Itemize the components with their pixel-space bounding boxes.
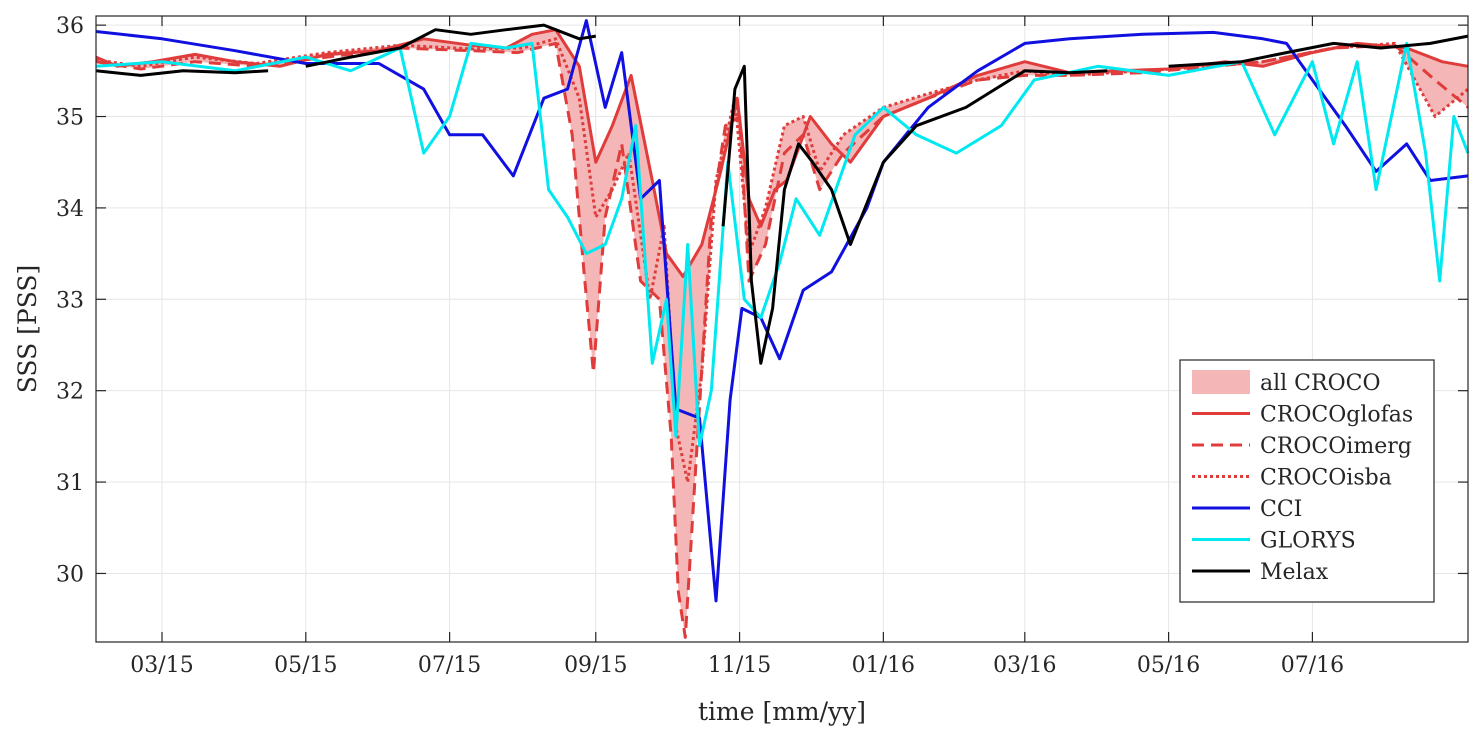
- series-cci: [95, 19, 1469, 603]
- legend-label: CROCOimerg: [1260, 434, 1412, 459]
- y-tick-label: 32: [56, 380, 84, 405]
- x-axis-label: time [mm/yy]: [698, 697, 866, 726]
- series-melax: [95, 23, 1469, 365]
- series-lines: [95, 19, 1470, 639]
- legend-item-glorys: GLORYS: [1192, 529, 1356, 554]
- legend-item-cci: CCI: [1192, 497, 1302, 522]
- legend-label: Melax: [1260, 560, 1329, 585]
- y-tick-label: 31: [56, 471, 84, 496]
- y-tick-label: 36: [56, 14, 84, 39]
- x-tick-label: 07/15: [418, 653, 481, 678]
- y-axis-label: SSS [PSS]: [13, 265, 42, 394]
- legend-label: CROCOglofas: [1260, 403, 1413, 428]
- series-glorys: [95, 41, 1470, 447]
- series-line-melax: [1168, 34, 1469, 68]
- y-tick-label: 33: [56, 288, 84, 313]
- legend-label: CCI: [1260, 497, 1302, 522]
- series-line-melax: [305, 23, 597, 68]
- x-tick-label: 03/16: [993, 653, 1056, 678]
- legend-item-all-croco: all CROCO: [1192, 370, 1380, 396]
- axes-frame: [95, 15, 1469, 643]
- legend-item-crocoimerg: CROCOimerg: [1192, 434, 1412, 459]
- legend-label: all CROCO: [1260, 371, 1380, 396]
- series-line-cci: [95, 19, 1469, 603]
- legend-items: all CROCO CROCOglofas CROCOimerg CROCOisba C…: [1192, 370, 1413, 585]
- legend-label: CROCOisba: [1260, 466, 1392, 491]
- y-tick-label: 34: [56, 197, 84, 222]
- x-tick-label: 11/15: [708, 653, 771, 678]
- series-line-glorys: [95, 41, 1470, 447]
- legend-item-crocoglofas: CROCOglofas: [1192, 403, 1413, 428]
- x-tick-label: 05/16: [1137, 653, 1200, 678]
- y-tick-label: 30: [56, 562, 84, 587]
- x-tick-label: 03/15: [130, 653, 193, 678]
- series-line-melax: [95, 69, 269, 77]
- legend-box: [1179, 359, 1435, 603]
- series-line-melax: [721, 64, 1108, 365]
- x-tick-label: 01/16: [852, 653, 915, 678]
- x-tick-label: 09/15: [564, 653, 627, 678]
- axis-ticks: 03/15 05/15 07/15 09/15 11/15 01/16 03/16 05/16…: [56, 14, 1468, 678]
- legend-swatch: [1192, 370, 1250, 394]
- x-tick-label: 05/15: [274, 653, 337, 678]
- legend-item-crocoisba: CROCOisba: [1192, 466, 1392, 491]
- croco-envelope-layer: [96, 29, 1468, 638]
- x-tick-label: 07/16: [1281, 653, 1344, 678]
- legend-item-melax: Melax: [1192, 560, 1329, 585]
- legend-label: GLORYS: [1260, 529, 1356, 554]
- y-tick-label: 35: [56, 106, 84, 131]
- legend: all CROCO CROCOglofas CROCOimerg CROCOisba C…: [1179, 359, 1435, 603]
- all-croco-envelope: [96, 29, 1468, 638]
